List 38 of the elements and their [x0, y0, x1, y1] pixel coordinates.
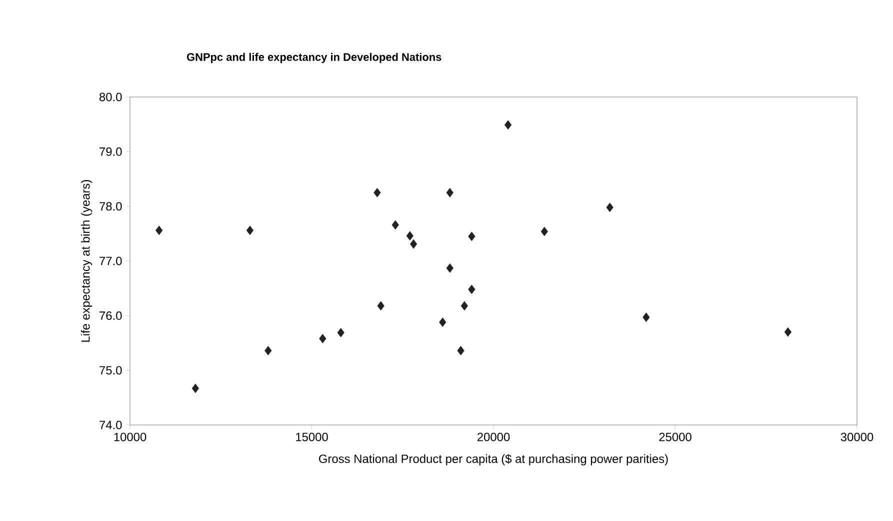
x-axis-title: Gross National Product per capita ($ at purchasing power parities) [319, 454, 668, 466]
x-tick-label: 10000 [114, 432, 146, 442]
point [337, 328, 344, 338]
y-tick-label: 74.0 [100, 420, 122, 430]
y-tick-label: 80.0 [99, 92, 122, 102]
point [446, 263, 454, 273]
point [446, 188, 454, 198]
point [264, 346, 272, 356]
chart-title: GNPpc and life expectancy in Developed Nations [186, 52, 442, 64]
point [468, 232, 476, 242]
point [392, 220, 399, 230]
point [406, 231, 414, 241]
x-tick-label: 30000 [840, 432, 874, 442]
y-tick-label: 78.0 [100, 202, 122, 211]
point [540, 226, 548, 236]
point [410, 239, 418, 249]
x-tick-label: 15000 [296, 432, 328, 442]
y-tick-label: 76.0 [100, 311, 122, 320]
point [377, 301, 384, 311]
x-tick-label: 20000 [477, 432, 510, 442]
point [374, 188, 381, 198]
point [457, 346, 464, 356]
point [642, 312, 650, 322]
point [192, 384, 200, 394]
y-tick-label: 79.0 [100, 147, 122, 156]
point [439, 318, 446, 327]
point [460, 301, 468, 311]
point [246, 226, 254, 236]
point [319, 334, 326, 344]
point [156, 226, 163, 236]
y-axis-title: Life expectancy at birth (years) [80, 180, 92, 342]
y-tick-label: 77.0 [100, 256, 122, 266]
point [504, 120, 512, 130]
point [784, 327, 792, 337]
point [606, 202, 614, 212]
point [468, 284, 476, 294]
x-tick-label: 25000 [659, 432, 692, 442]
y-tick-label: 75.0 [100, 366, 122, 375]
